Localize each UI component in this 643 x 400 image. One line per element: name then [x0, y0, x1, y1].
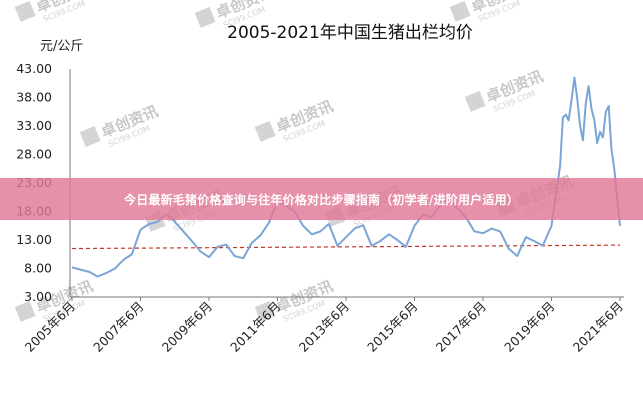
watermark-logo-icon — [449, 1, 471, 22]
watermark-logo-icon — [14, 301, 36, 322]
x-tick-label: 2021年6月 — [570, 299, 626, 355]
x-tick-label: 2009年6月 — [159, 299, 215, 355]
y-tick-label: 8.00 — [24, 261, 52, 276]
y-tick-label: 33.00 — [16, 118, 52, 133]
chart-title: 2005-2021年中国生猪出栏均价 — [227, 23, 473, 43]
x-tick-label: 2017年6月 — [433, 299, 489, 355]
y-axis-unit-label: 元/公斤 — [40, 39, 83, 54]
y-tick-label: 28.00 — [16, 147, 52, 162]
watermark-logo-icon — [14, 1, 36, 22]
series-line-price — [71, 76, 621, 278]
watermark-logo-icon — [194, 7, 216, 28]
watermark-logo-icon — [254, 121, 276, 142]
y-tick-label: 43.00 — [16, 61, 52, 76]
x-tick-label: 2007年6月 — [90, 299, 146, 355]
watermark-logo-icon — [254, 301, 276, 322]
y-tick-label: 13.00 — [16, 232, 52, 247]
watermark-logo-icon — [79, 126, 101, 147]
reference-dashed-line — [71, 244, 621, 250]
banner-text: 今日最新毛猪价格查询与往年价格对比步骤指南（初学者/进阶用户适用） — [124, 192, 519, 207]
title-banner: 今日最新毛猪价格查询与往年价格对比步骤指南（初学者/进阶用户适用） — [0, 178, 643, 220]
y-tick-label: 38.00 — [16, 90, 52, 105]
watermark-logo-icon — [464, 91, 486, 112]
x-tick-label: 2015年6月 — [364, 299, 420, 355]
y-tick-label: 3.00 — [24, 289, 52, 304]
x-tick-label: 2019年6月 — [501, 299, 557, 355]
